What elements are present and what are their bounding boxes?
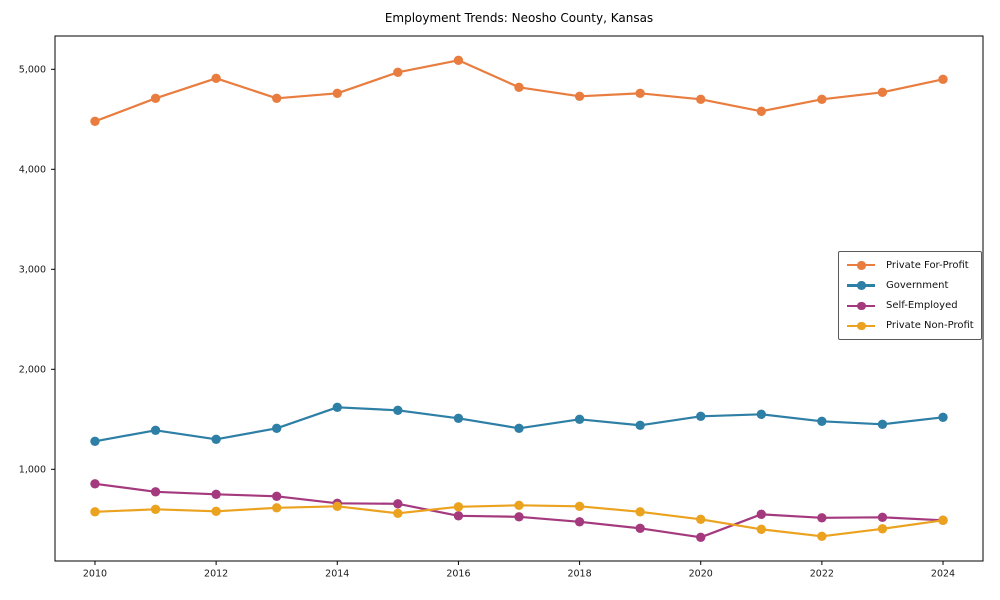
data-point-government <box>877 419 888 429</box>
legend-item: Government <box>845 276 975 294</box>
y-tick-label: 4,000 <box>19 165 46 176</box>
data-point-private-for-profit <box>393 67 403 78</box>
data-point-self-employed <box>635 523 645 533</box>
data-point-government <box>938 412 948 422</box>
data-point-private-for-profit <box>90 116 100 127</box>
legend-label: Private Non-Profit <box>886 320 974 332</box>
x-tick-label: 2022 <box>810 569 834 580</box>
data-point-private-non-profit <box>938 515 948 525</box>
data-point-private-for-profit <box>332 88 342 99</box>
legend-item: Private Non-Profit <box>845 317 975 335</box>
y-tick-label: 3,000 <box>19 265 46 276</box>
legend-label: Government <box>886 279 949 291</box>
legend-item: Self-Employed <box>845 297 975 315</box>
data-point-government <box>393 405 403 415</box>
data-point-private-non-profit <box>696 514 706 524</box>
data-point-government <box>574 414 585 424</box>
data-point-private-non-profit <box>272 503 282 513</box>
data-point-private-for-profit <box>938 74 948 85</box>
data-point-private-for-profit <box>211 73 221 84</box>
data-point-government <box>756 409 766 419</box>
data-point-private-non-profit <box>514 500 524 510</box>
x-tick-label: 2016 <box>446 569 470 580</box>
data-point-private-non-profit <box>211 506 221 516</box>
data-point-self-employed <box>453 511 464 521</box>
data-point-self-employed <box>90 479 100 489</box>
data-point-private-for-profit <box>635 88 645 99</box>
x-tick-label: 2012 <box>204 569 228 580</box>
data-point-government <box>696 411 706 421</box>
legend: Private For-Profit Government Self-Employe… <box>838 251 982 340</box>
data-point-private-for-profit <box>574 91 585 102</box>
x-tick-label: 2020 <box>689 569 713 580</box>
legend-marker <box>847 300 875 312</box>
data-point-self-employed <box>393 499 403 509</box>
data-point-private-for-profit <box>514 82 524 93</box>
data-point-government <box>453 413 464 423</box>
data-point-private-for-profit <box>817 94 827 105</box>
data-point-private-non-profit <box>817 531 827 541</box>
data-point-self-employed <box>696 532 706 542</box>
data-point-private-non-profit <box>635 507 645 517</box>
x-tick-label: 2010 <box>83 569 107 580</box>
data-point-private-for-profit <box>756 106 766 117</box>
data-point-government <box>90 436 100 446</box>
data-point-government <box>514 423 524 433</box>
data-point-private-for-profit <box>877 87 888 98</box>
data-point-self-employed <box>877 512 888 522</box>
data-point-government <box>272 423 282 433</box>
data-point-private-non-profit <box>393 508 403 518</box>
data-point-self-employed <box>211 489 221 499</box>
data-point-self-employed <box>574 517 585 527</box>
data-point-private-non-profit <box>756 524 766 534</box>
plot-border <box>54 35 984 562</box>
data-point-private-non-profit <box>332 501 342 511</box>
x-tick-label: 2014 <box>325 569 349 580</box>
legend-label: Self-Employed <box>886 300 958 312</box>
data-point-self-employed <box>272 491 282 501</box>
data-point-private-for-profit <box>453 55 464 65</box>
x-tick-label: 2018 <box>567 569 591 580</box>
data-point-private-non-profit <box>877 524 888 534</box>
data-point-government <box>635 420 645 430</box>
legend-marker <box>847 279 875 291</box>
data-point-self-employed <box>756 509 766 519</box>
data-point-private-for-profit <box>150 93 161 104</box>
legend-item: Private For-Profit <box>845 256 975 274</box>
x-tick-label: 2024 <box>931 569 955 580</box>
data-point-private-non-profit <box>90 507 100 517</box>
data-point-government <box>332 402 342 412</box>
legend-marker <box>847 259 875 271</box>
y-tick-label: 1,000 <box>19 465 46 476</box>
legend-marker <box>847 320 875 332</box>
data-point-self-employed <box>150 487 161 497</box>
y-tick-label: 2,000 <box>19 365 46 376</box>
data-point-self-employed <box>514 512 524 522</box>
data-point-private-for-profit <box>696 94 706 105</box>
data-point-government <box>150 425 161 435</box>
y-tick-label: 5,000 <box>19 65 46 76</box>
data-point-government <box>817 416 827 426</box>
data-point-self-employed <box>817 513 827 523</box>
data-point-private-non-profit <box>574 501 585 511</box>
legend-label: Private For-Profit <box>886 259 969 271</box>
chart-title: Employment Trends: Neosho County, Kansas <box>384 11 654 25</box>
data-point-private-for-profit <box>272 93 282 104</box>
data-point-private-non-profit <box>453 502 464 512</box>
data-point-government <box>211 434 221 444</box>
data-point-private-non-profit <box>150 504 161 514</box>
